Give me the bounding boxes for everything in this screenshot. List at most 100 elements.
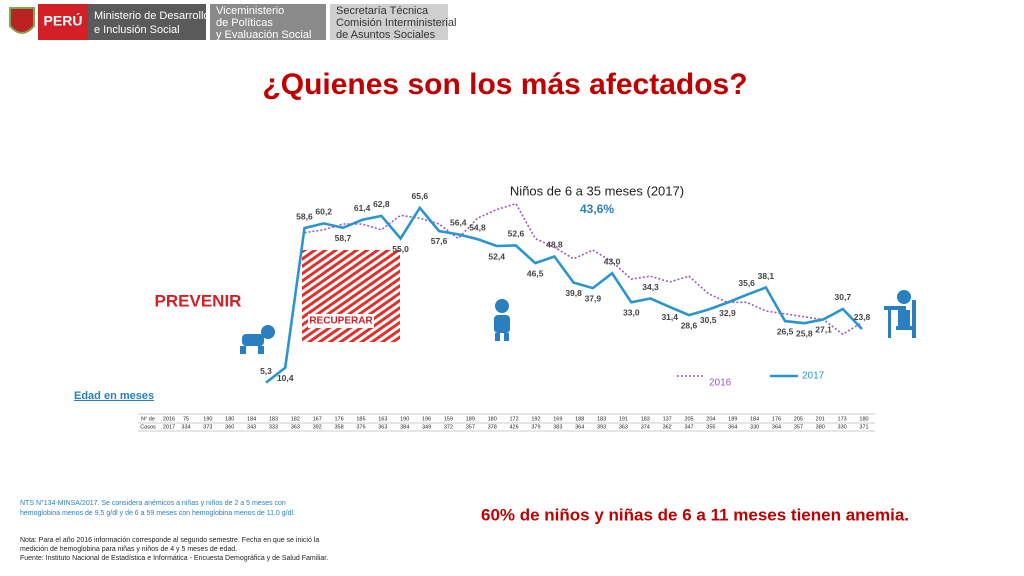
table-count: 384 bbox=[400, 424, 409, 430]
table-count: 176 bbox=[772, 416, 781, 422]
table-count: 330 bbox=[750, 424, 759, 430]
data-label: 55,0 bbox=[392, 244, 409, 254]
vice: de Políticas bbox=[216, 17, 273, 29]
country-box bbox=[38, 4, 88, 40]
plot: 5,310,458,6 60,258,761,4 62,855,065,657,65… bbox=[260, 191, 871, 384]
data-label: 58,6 bbox=[296, 211, 313, 221]
data-label: 30,5 bbox=[700, 315, 717, 325]
table-count: 334 bbox=[181, 424, 190, 430]
table-count: 357 bbox=[466, 424, 475, 430]
table-count: 364 bbox=[772, 424, 781, 430]
data-label: 39,8 bbox=[565, 288, 582, 298]
table-count: 393 bbox=[597, 424, 606, 430]
data-label: 52,6 bbox=[508, 229, 525, 239]
data-label: 28,6 bbox=[681, 320, 698, 330]
table-count: 137 bbox=[663, 416, 672, 422]
table-count: 189 bbox=[466, 416, 475, 422]
table-count: 364 bbox=[728, 424, 737, 430]
data-label: 62,8 bbox=[373, 199, 390, 209]
table-count: 183 bbox=[641, 416, 650, 422]
table-count: 180 bbox=[225, 416, 234, 422]
data-label: 57,6 bbox=[431, 236, 448, 246]
table-count: 363 bbox=[291, 424, 300, 430]
table-count: 373 bbox=[203, 424, 212, 430]
table-count: 363 bbox=[378, 424, 387, 430]
data-label: 32,9 bbox=[719, 308, 736, 318]
icon-crawling-baby bbox=[240, 325, 275, 354]
chart-title: Niños de 6 a 35 meses (2017) bbox=[510, 183, 684, 198]
table-count: 190 bbox=[203, 416, 212, 422]
table-count: 205 bbox=[684, 416, 693, 422]
data-label: 35,6 bbox=[738, 278, 755, 288]
footnote: Fuente: Instituto Nacional de Estadístic… bbox=[20, 555, 328, 562]
table-count: 376 bbox=[356, 424, 365, 430]
table-count: 379 bbox=[531, 424, 540, 430]
secretariat: Comisión Interministerial bbox=[336, 17, 456, 29]
recover-zone bbox=[302, 250, 400, 342]
table-count: 75 bbox=[183, 416, 189, 422]
series-line bbox=[265, 205, 863, 384]
data-label: 43,0 bbox=[604, 257, 621, 267]
table-count: 163 bbox=[378, 416, 387, 422]
data-label: 48,8 bbox=[546, 240, 563, 250]
table-count: 184 bbox=[750, 416, 759, 422]
data-label: 26,5 bbox=[777, 326, 794, 336]
data-label: 31,4 bbox=[661, 312, 678, 322]
table-count: 205 bbox=[794, 416, 803, 422]
table-count: 363 bbox=[619, 424, 628, 430]
count-table: N° de Casos 2016 75 190 180 184 183 182 167 176 185… bbox=[138, 413, 875, 432]
table-count: 355 bbox=[706, 424, 715, 430]
table-count: 360 bbox=[225, 424, 234, 430]
table-count: 190 bbox=[400, 416, 409, 422]
table-count: 183 bbox=[269, 416, 278, 422]
legend-label: 2016 bbox=[709, 378, 732, 389]
table-count: 180 bbox=[859, 416, 868, 422]
table-count: 392 bbox=[313, 424, 322, 430]
headline: 60% de niños y niñas de 6 a 11 meses tie… bbox=[481, 505, 909, 524]
table-count: 364 bbox=[575, 424, 584, 430]
table-count: 204 bbox=[706, 416, 715, 422]
footnote: Nota: Para el año 2016 información corre… bbox=[20, 537, 319, 544]
table-count: 362 bbox=[663, 424, 672, 430]
ministry-box bbox=[88, 4, 206, 40]
data-label: 30,7 bbox=[835, 292, 852, 302]
secretariat: Secretaría Técnica bbox=[336, 5, 429, 17]
vice: y Evaluación Social bbox=[216, 29, 311, 41]
icon-toddler bbox=[494, 299, 510, 341]
table-count: 358 bbox=[335, 424, 344, 430]
table-count: 201 bbox=[816, 416, 825, 422]
table-count: 180 bbox=[488, 416, 497, 422]
data-label: 60,2 bbox=[315, 207, 332, 217]
table-count: 343 bbox=[247, 424, 256, 430]
chart-subtitle: 43,6% bbox=[580, 202, 614, 216]
data-label: 56,4 bbox=[450, 218, 467, 228]
table-count: 372 bbox=[444, 424, 453, 430]
slide-title: ¿Quienes son los más afectados? bbox=[262, 68, 747, 101]
x-axis-label: Edad en meses bbox=[74, 390, 154, 402]
table-count: 188 bbox=[575, 416, 584, 422]
ministry: e Inclusión Social bbox=[94, 24, 180, 36]
note: NTS N°134-MINSA/2017. Se considera anémi… bbox=[20, 499, 286, 507]
table-count: 172 bbox=[509, 416, 518, 422]
table-count: 176 bbox=[335, 416, 344, 422]
data-label: 23,8 bbox=[854, 312, 871, 322]
table-count: 173 bbox=[838, 416, 847, 422]
data-label: 46,5 bbox=[527, 268, 544, 278]
table-year: 2016 bbox=[163, 416, 175, 422]
data-label: 37,9 bbox=[585, 293, 602, 303]
vice: Viceministerio bbox=[216, 5, 284, 17]
data-label: 52,4 bbox=[488, 251, 505, 261]
table-count: 196 bbox=[422, 416, 431, 422]
table-count: 378 bbox=[488, 424, 497, 430]
table-count: 330 bbox=[838, 424, 847, 430]
table-year: 2017 bbox=[163, 424, 175, 430]
coat-of-arms bbox=[9, 7, 35, 34]
table-count: 349 bbox=[422, 424, 431, 430]
table-count: 426 bbox=[509, 424, 518, 430]
secretariat-box bbox=[330, 4, 448, 40]
table-count: 347 bbox=[684, 424, 693, 430]
table-count: 374 bbox=[641, 424, 650, 430]
vice-box bbox=[210, 4, 326, 40]
data-label: 38,1 bbox=[758, 271, 775, 281]
table-count: 371 bbox=[859, 424, 868, 430]
